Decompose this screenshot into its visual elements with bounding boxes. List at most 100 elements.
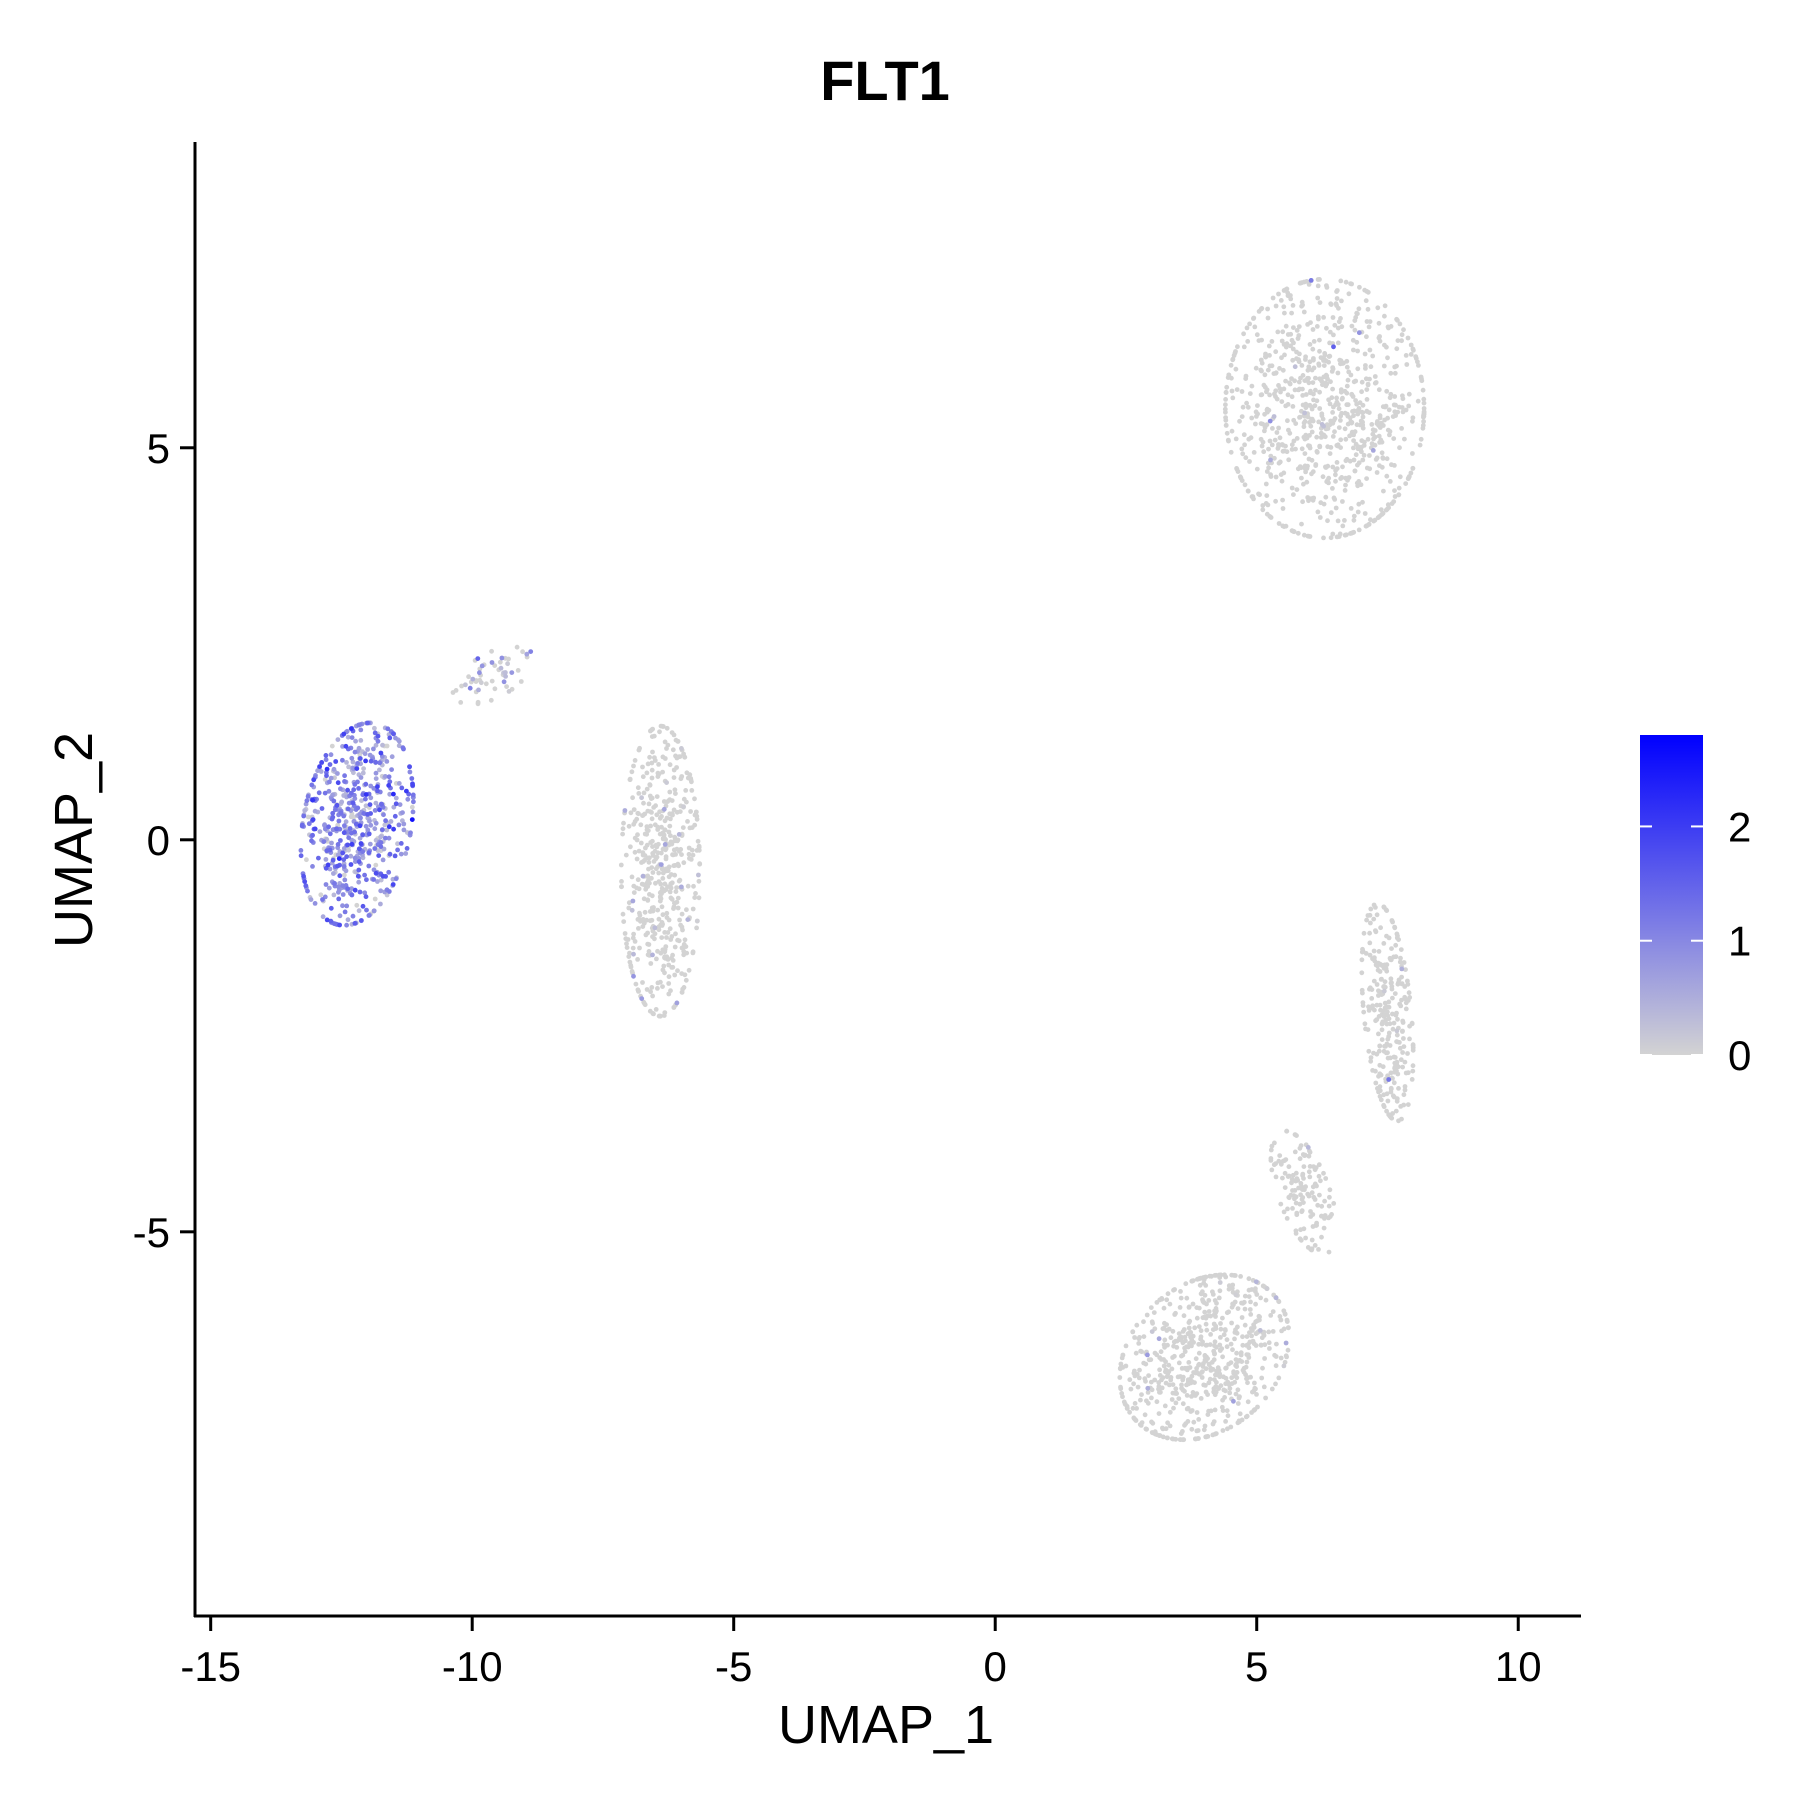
cell-point bbox=[1261, 449, 1267, 455]
cell-point bbox=[1280, 497, 1285, 503]
cell-point bbox=[1318, 1178, 1323, 1184]
cell-point bbox=[623, 852, 629, 858]
cell-point bbox=[1397, 474, 1403, 480]
cell-point bbox=[1285, 418, 1290, 424]
cell-point bbox=[1308, 320, 1313, 325]
cell-point bbox=[1368, 906, 1374, 912]
cell-point bbox=[1284, 1216, 1290, 1221]
cell-point bbox=[356, 879, 362, 885]
cell-point bbox=[1334, 296, 1340, 301]
cell-point bbox=[410, 809, 416, 815]
cell-point bbox=[1325, 518, 1330, 524]
cell-point bbox=[1252, 1380, 1257, 1386]
cell-point bbox=[1269, 1386, 1275, 1392]
cell-point bbox=[1366, 324, 1372, 330]
cell-point bbox=[1394, 1059, 1400, 1065]
cell-point bbox=[390, 882, 396, 887]
cell-point bbox=[378, 834, 383, 840]
cell-point bbox=[395, 841, 400, 847]
cell-point bbox=[1388, 1085, 1394, 1091]
cell-point bbox=[1317, 443, 1323, 449]
cell-point bbox=[375, 733, 381, 739]
cell-point bbox=[470, 676, 476, 682]
cell-point bbox=[1243, 455, 1249, 461]
cell-point bbox=[652, 822, 658, 828]
cell-point bbox=[1202, 1353, 1208, 1359]
cell-point bbox=[1269, 1167, 1275, 1173]
cell-point bbox=[636, 791, 642, 796]
cell-point bbox=[1238, 475, 1244, 481]
cell-point bbox=[1278, 1317, 1284, 1323]
cell-point bbox=[1319, 422, 1325, 427]
cell-point bbox=[1399, 981, 1405, 987]
cell-point bbox=[1315, 295, 1321, 301]
cell-point bbox=[397, 802, 403, 807]
cell-point bbox=[1379, 1021, 1385, 1026]
cell-point bbox=[1213, 1389, 1219, 1395]
cell-point bbox=[1366, 1008, 1372, 1013]
cell-point bbox=[683, 788, 689, 793]
cell-point bbox=[1218, 1272, 1224, 1278]
cell-point bbox=[1343, 475, 1348, 481]
cell-point bbox=[1377, 1088, 1383, 1094]
cell-point bbox=[1176, 1396, 1182, 1401]
y-axis-title: UMAP_2 bbox=[44, 732, 104, 948]
cell-point bbox=[1127, 1409, 1132, 1415]
cell-point bbox=[635, 785, 641, 791]
cell-point bbox=[683, 977, 689, 983]
cell-point bbox=[1397, 1001, 1403, 1007]
x-tick-label: 0 bbox=[984, 1643, 1007, 1690]
cell-point bbox=[647, 892, 652, 897]
cell-point bbox=[1322, 352, 1328, 358]
cell-point bbox=[1220, 1428, 1226, 1433]
cell-point bbox=[1273, 1354, 1279, 1359]
y-tick-label: -5 bbox=[133, 1209, 170, 1256]
cell-point bbox=[650, 870, 656, 875]
cell-point bbox=[1199, 1291, 1204, 1297]
cell-point bbox=[650, 993, 655, 999]
cell-point bbox=[1356, 527, 1362, 533]
cell-point bbox=[635, 877, 641, 883]
cell-point bbox=[664, 935, 669, 940]
cell-point bbox=[1282, 352, 1287, 358]
cell-point bbox=[1382, 1000, 1388, 1006]
cell-point bbox=[628, 844, 633, 850]
cell-point bbox=[345, 886, 351, 892]
cell-point bbox=[1354, 422, 1360, 428]
cell-point bbox=[1253, 1286, 1258, 1292]
cell-point bbox=[366, 850, 372, 856]
cell-point bbox=[317, 764, 322, 769]
cell-point bbox=[1302, 463, 1308, 469]
cell-point bbox=[1289, 442, 1295, 448]
cell-point bbox=[1325, 463, 1331, 469]
cell-point bbox=[689, 788, 695, 793]
cell-point bbox=[1349, 323, 1355, 329]
cell-point bbox=[1321, 315, 1326, 320]
cell-point bbox=[1189, 1379, 1195, 1385]
cell-point bbox=[1261, 1333, 1267, 1338]
cell-point bbox=[1246, 1276, 1252, 1282]
cell-point bbox=[1238, 1274, 1243, 1279]
cell-point bbox=[323, 757, 329, 763]
cell-point bbox=[1356, 330, 1362, 336]
cell-point bbox=[1355, 366, 1361, 372]
cell-point bbox=[655, 827, 661, 832]
cell-point bbox=[1364, 465, 1370, 471]
cell-point bbox=[1388, 370, 1394, 376]
cell-point bbox=[396, 743, 402, 749]
cell-point bbox=[1245, 339, 1251, 344]
cell-point bbox=[1266, 446, 1271, 452]
cell-point bbox=[645, 884, 651, 889]
cell-point bbox=[625, 937, 631, 942]
cell-point bbox=[1217, 1288, 1223, 1294]
cell-point bbox=[1421, 396, 1427, 402]
cell-point bbox=[1294, 487, 1300, 492]
cell-point bbox=[1184, 1295, 1190, 1301]
cell-point bbox=[1249, 1410, 1254, 1415]
cell-point bbox=[1367, 952, 1373, 958]
cell-point bbox=[636, 811, 641, 817]
cell-point bbox=[640, 813, 646, 818]
cell-point bbox=[682, 937, 688, 943]
cell-point bbox=[1297, 1201, 1303, 1207]
cell-point bbox=[327, 866, 333, 872]
